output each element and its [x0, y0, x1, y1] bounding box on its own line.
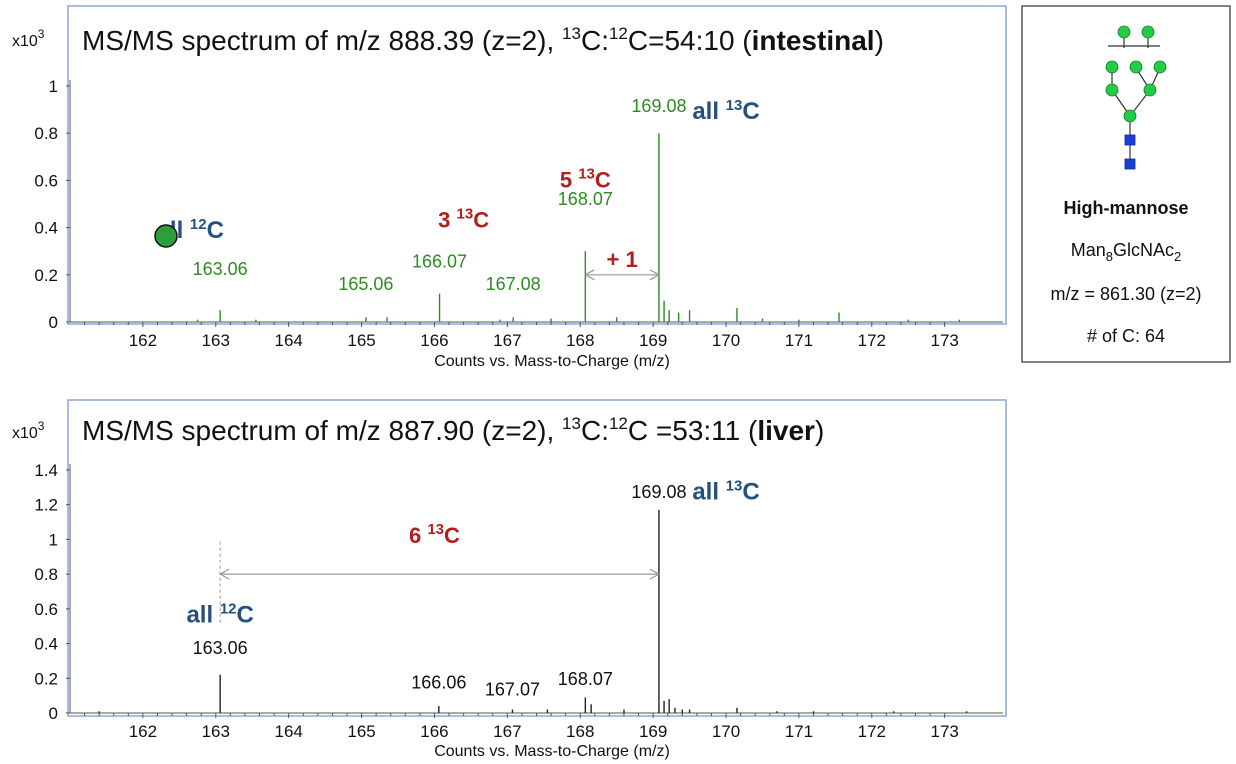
peak-label: 163.06 — [193, 638, 248, 658]
chart-title: MS/MS spectrum of m/z 887.90 (z=2), 13C:… — [82, 414, 824, 446]
y-tick-label: 0.6 — [34, 171, 58, 190]
y-tick-label: 1 — [49, 77, 58, 96]
y-tick-label: 0.4 — [34, 635, 58, 654]
glycan-carbon-count: # of C: 64 — [1087, 326, 1165, 346]
panel-border — [67, 399, 1007, 717]
peak-label: 166.07 — [412, 252, 467, 272]
x-tick-label: 168 — [566, 722, 594, 741]
peak-label: 169.08 — [631, 482, 686, 502]
y-tick-label: 1 — [49, 530, 58, 549]
x-tick-label: 173 — [931, 722, 959, 741]
x-tick-label: 172 — [858, 722, 886, 741]
x-tick-label: 167 — [493, 722, 521, 741]
isotope-annotation: 3 13C — [438, 206, 489, 233]
x-axis-label: Counts vs. Mass-to-Charge (m/z) — [434, 743, 670, 760]
y-scale-label: x103 — [12, 27, 45, 50]
x-tick-label: 171 — [785, 331, 813, 350]
x-axis-label: Counts vs. Mass-to-Charge (m/z) — [434, 353, 670, 370]
peak-label: 167.07 — [485, 680, 540, 700]
y-tick-label: 0.2 — [34, 669, 58, 688]
x-tick-label: 169 — [639, 722, 667, 741]
x-tick-label: 172 — [858, 331, 886, 350]
y-tick-label: 0.4 — [34, 219, 58, 238]
isotope-annotation: 5 13C — [560, 165, 611, 192]
x-tick-label: 165 — [347, 722, 375, 741]
x-tick-label: 173 — [931, 331, 959, 350]
x-tick-label: 164 — [274, 722, 302, 741]
x-tick-label: 165 — [347, 331, 375, 350]
x-tick-label: 162 — [129, 331, 157, 350]
peak-label: 169.08 — [631, 96, 686, 116]
peak-label: 163.06 — [193, 259, 248, 279]
peak-label: 165.06 — [338, 274, 393, 294]
x-tick-label: 163 — [202, 331, 230, 350]
spectrum-panel-liver: x103 MS/MS spectrum of m/z 887.90 (z=2),… — [12, 399, 1007, 760]
x-tick-label: 166 — [420, 331, 448, 350]
glycan-name: High-mannose — [1063, 198, 1188, 218]
y-tick-label: 1.4 — [34, 461, 58, 480]
peak-label: 168.07 — [558, 669, 613, 689]
chart-title: MS/MS spectrum of m/z 888.39 (z=2), 13C:… — [82, 24, 884, 56]
spectrum-panel-intestinal: x103 MS/MS spectrum of m/z 888.39 (z=2),… — [12, 5, 1007, 370]
y-tick-label: 1.2 — [34, 496, 58, 515]
isotope-annotation: 6 13C — [409, 521, 460, 548]
plot-area: 162 163 164 165 166 167 168 169 170 171 172 173 0 0.2… — [34, 461, 1003, 741]
mass-shift-label: + 1 — [607, 247, 638, 272]
y-tick-label: 0.6 — [34, 600, 58, 619]
x-tick-label: 168 — [566, 331, 594, 350]
glycan-box-border — [1021, 5, 1231, 363]
plot-area: 162 163 164 165 166 167 168 169 170 171 172 173 0 0.2… — [34, 77, 1003, 350]
peak-label: 166.06 — [411, 673, 466, 693]
isotope-annotation: all 13C — [692, 478, 759, 506]
x-tick-label: 170 — [712, 722, 740, 741]
isotope-annotation: all 12C — [186, 601, 253, 629]
y-tick-label: 0 — [49, 704, 58, 723]
glycan-structure-box: High-mannose Man8GlcNAc2 m/z = 861.30 (z… — [1021, 5, 1231, 363]
peak-label: 168.07 — [558, 189, 613, 209]
x-tick-label: 170 — [712, 331, 740, 350]
glycan-mz: m/z = 861.30 (z=2) — [1050, 284, 1201, 304]
x-tick-label: 162 — [129, 722, 157, 741]
isotope-annotation: all 13C — [692, 97, 759, 125]
x-tick-label: 164 — [274, 331, 302, 350]
x-tick-label: 171 — [785, 722, 813, 741]
peak-label: 167.08 — [486, 274, 541, 294]
mannose-symbol-icon — [154, 224, 178, 248]
arrow-head-right — [649, 568, 661, 580]
arrow-head-left — [584, 269, 595, 281]
x-tick-label: 166 — [420, 722, 448, 741]
y-tick-label: 0.8 — [34, 124, 58, 143]
x-tick-label: 167 — [493, 331, 521, 350]
glycan-formula: Man8GlcNAc2 — [1071, 240, 1182, 264]
x-tick-label: 163 — [202, 722, 230, 741]
arrow-head-right — [649, 269, 661, 281]
x-tick-label: 169 — [639, 331, 667, 350]
y-tick-label: 0.2 — [34, 266, 58, 285]
y-tick-label: 0.8 — [34, 565, 58, 584]
glycan-structure-icon — [1105, 25, 1167, 170]
y-scale-label: x103 — [12, 419, 45, 442]
y-tick-label: 0 — [49, 313, 58, 332]
